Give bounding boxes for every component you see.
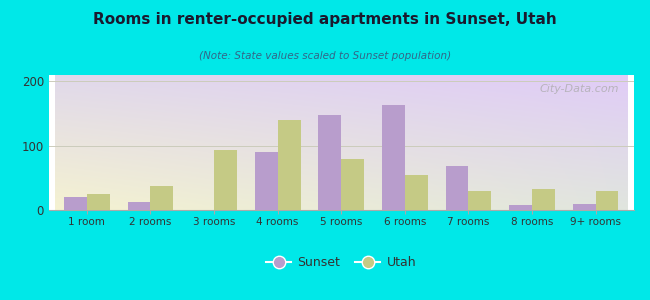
Bar xyxy=(382,105,405,210)
Legend: Sunset, Utah: Sunset, Utah xyxy=(261,251,421,274)
Bar xyxy=(595,191,619,210)
Bar xyxy=(445,166,469,210)
Bar xyxy=(341,159,364,210)
Bar xyxy=(573,204,595,210)
Bar xyxy=(532,189,555,210)
Bar xyxy=(278,120,300,210)
Bar xyxy=(255,152,278,210)
Bar xyxy=(127,202,151,210)
Bar xyxy=(151,186,174,210)
Text: (Note: State values scaled to Sunset population): (Note: State values scaled to Sunset pop… xyxy=(199,51,451,61)
Bar xyxy=(509,205,532,210)
Bar xyxy=(214,150,237,210)
Bar xyxy=(87,194,110,210)
Bar xyxy=(318,115,341,210)
Bar xyxy=(64,197,87,210)
Bar xyxy=(405,175,428,210)
Text: City-Data.com: City-Data.com xyxy=(540,84,619,94)
Bar xyxy=(469,191,491,210)
Text: Rooms in renter-occupied apartments in Sunset, Utah: Rooms in renter-occupied apartments in S… xyxy=(93,12,557,27)
